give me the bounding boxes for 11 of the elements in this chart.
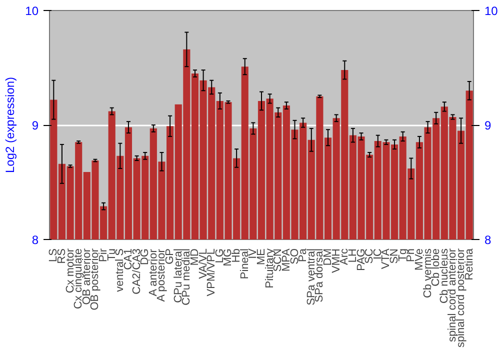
- x-tick-label: A posterior: [156, 248, 168, 302]
- x-tick-label: OB posterior: [89, 248, 102, 310]
- y-axis-title: Log2 (expression): [3, 76, 18, 174]
- y-tick-label: 10: [25, 4, 39, 18]
- y-tick-label: 8: [32, 233, 39, 247]
- y2-tick-label: 10: [484, 4, 498, 18]
- y-tick-label: 9: [32, 118, 39, 132]
- y2-tick-label: 8: [484, 233, 492, 247]
- y2-tick-label: 9: [484, 118, 492, 132]
- x-tick-label: Tg: [396, 248, 409, 262]
- x-tick-label: Retina: [463, 248, 476, 280]
